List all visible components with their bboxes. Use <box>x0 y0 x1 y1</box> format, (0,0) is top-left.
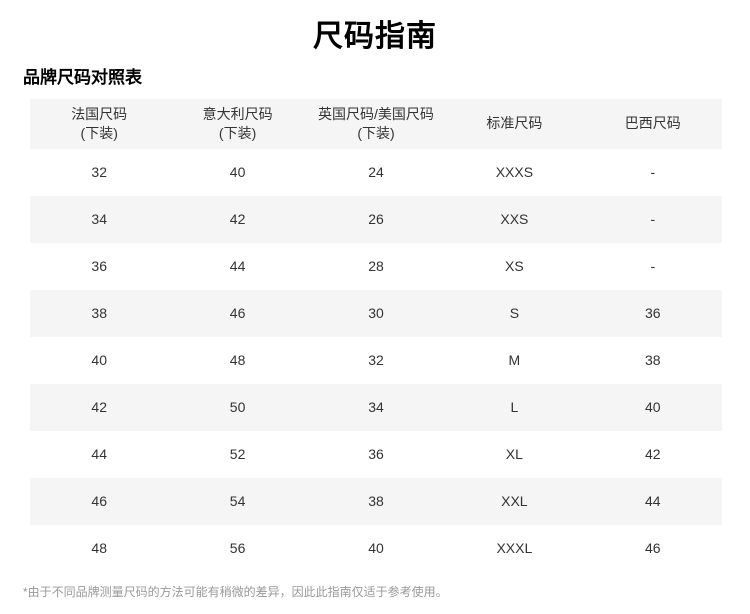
size-cell: 46 <box>644 540 661 557</box>
size-cell: 40 <box>229 164 246 181</box>
header-cell-it-size: 意大利尺码 (下装) <box>202 106 273 141</box>
size-cell: 34 <box>91 211 107 228</box>
table-row: 48 56 40 XXXL 46 <box>30 525 722 572</box>
size-cell: M <box>508 352 521 369</box>
header-cell-uk-us-size: 英国尺码/美国尺码 (下装) <box>318 106 434 141</box>
size-cell: XXXS <box>495 164 534 181</box>
size-cell: - <box>650 258 656 275</box>
header-cell-brazil-size: 巴西尺码 <box>624 115 681 132</box>
size-cell: 52 <box>229 446 246 463</box>
table-row: 32 40 24 XXXS - <box>30 149 722 196</box>
size-cell: 40 <box>91 352 107 369</box>
size-cell: 46 <box>229 305 246 322</box>
size-cell: 46 <box>91 493 107 510</box>
size-cell: 40 <box>368 540 384 557</box>
size-cell: 48 <box>229 352 246 369</box>
table-row: 42 50 34 L 40 <box>30 383 722 431</box>
table-row: 38 46 30 S 36 <box>30 289 722 337</box>
size-cell: 36 <box>644 305 661 322</box>
table-row: 34 42 26 XXS - <box>30 195 722 243</box>
size-cell: 34 <box>368 399 384 416</box>
header-cell-fr-size: 法国尺码 (下装) <box>71 106 128 141</box>
table-row: 40 48 32 M 38 <box>30 337 722 384</box>
size-cell: 50 <box>229 399 246 416</box>
size-cell: - <box>650 211 656 228</box>
size-cell: - <box>650 164 656 181</box>
size-cell: 36 <box>368 446 384 463</box>
size-cell: 38 <box>644 352 661 369</box>
table-body: 32 40 24 XXXS - 34 42 26 XXS - 36 44 28 … <box>30 149 722 572</box>
size-cell: 30 <box>368 305 384 322</box>
size-cell: XXL <box>501 493 528 510</box>
size-cell: 44 <box>229 258 246 275</box>
section-subtitle: 品牌尺码对照表 <box>23 67 142 87</box>
size-comparison-table: 法国尺码 (下装) 意大利尺码 (下装) 英国尺码/美国尺码 (下装) 标准尺码… <box>30 98 722 572</box>
table-row: 46 54 38 XXL 44 <box>30 477 722 525</box>
size-cell: 44 <box>91 446 107 463</box>
size-cell: 42 <box>91 399 107 416</box>
size-cell: L <box>510 399 519 416</box>
size-cell: 24 <box>368 164 384 181</box>
size-cell: 32 <box>91 164 107 181</box>
size-cell: XXS <box>500 211 529 228</box>
size-cell: XXXL <box>496 540 533 557</box>
header-cell-standard-size: 标准尺码 <box>486 115 543 132</box>
size-cell: 38 <box>368 493 384 510</box>
table-row: 44 52 36 XL 42 <box>30 431 722 478</box>
size-cell: 28 <box>368 258 384 275</box>
page-title: 尺码指南 <box>313 20 437 53</box>
size-cell: 42 <box>644 446 661 463</box>
size-cell: 56 <box>229 540 246 557</box>
size-cell: XS <box>505 258 524 275</box>
table-header: 法国尺码 (下装) 意大利尺码 (下装) 英国尺码/美国尺码 (下装) 标准尺码… <box>30 98 722 149</box>
size-cell: 32 <box>368 352 384 369</box>
size-cell: 44 <box>644 493 661 510</box>
size-cell: 38 <box>91 305 107 322</box>
footnote: *由于不同品牌测量尺码的方法可能有稍微的差异，因此此指南仅适于参考使用。 <box>23 584 448 599</box>
size-cell: 42 <box>229 211 246 228</box>
size-cell: XL <box>505 446 523 463</box>
size-cell: S <box>509 305 520 322</box>
size-cell: 36 <box>91 258 107 275</box>
size-cell: 48 <box>91 540 107 557</box>
size-cell: 26 <box>368 211 384 228</box>
size-table-container: 法国尺码 (下装) 意大利尺码 (下装) 英国尺码/美国尺码 (下装) 标准尺码… <box>30 98 722 572</box>
size-cell: 40 <box>644 399 661 416</box>
header-row: 法国尺码 (下装) 意大利尺码 (下装) 英国尺码/美国尺码 (下装) 标准尺码… <box>30 98 722 149</box>
table-row: 36 44 28 XS - <box>30 243 722 290</box>
size-cell: 54 <box>229 493 246 510</box>
